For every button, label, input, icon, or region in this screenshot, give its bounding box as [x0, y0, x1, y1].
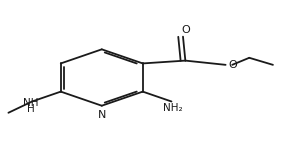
Text: NH₂: NH₂ [163, 103, 182, 113]
Text: H: H [27, 104, 35, 114]
Text: O: O [228, 59, 237, 70]
Text: N: N [98, 110, 106, 120]
Text: NH: NH [23, 98, 39, 108]
Text: O: O [181, 25, 190, 34]
